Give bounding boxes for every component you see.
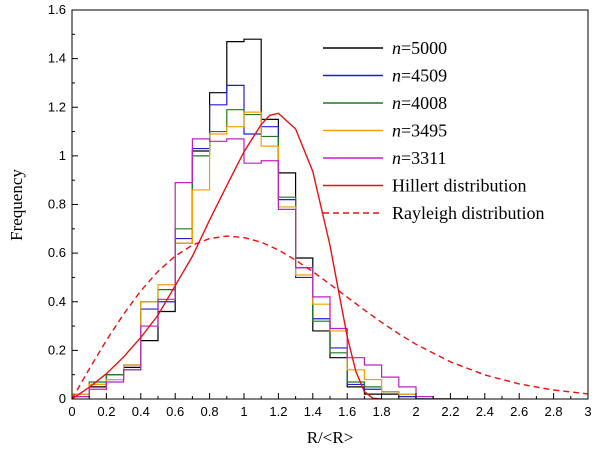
legend-variable: n [392,66,401,86]
legend-value: =3311 [401,148,446,168]
series-n-3495 [72,111,468,399]
y-tick-label: 0.4 [48,294,66,309]
x-tick-label: 1 [240,404,247,419]
x-tick-label: 2.6 [510,404,528,419]
legend-entry-n-3495: n=3495 [392,121,447,141]
y-axis-label: Frequency [7,169,26,241]
legend-variable: n [392,121,401,141]
x-tick-label: 0.8 [201,404,219,419]
legend-entry-rayleigh-distribution: Rayleigh distribution [392,203,545,223]
x-tick-label: 0.6 [166,404,184,419]
x-tick-label: 0.4 [132,404,150,419]
x-tick-label: 2.4 [476,404,494,419]
legend-entry-n-4509: n=4509 [392,66,447,86]
legend-entry-n-3311: n=3311 [392,148,446,168]
x-tick-label: 2.2 [441,404,459,419]
x-tick-label: 1.6 [338,404,356,419]
axis-layer: 0 0.2 0.4 0.6 0.8 1 1.2 1.4 1.6 1.8 2 2.2 2.4 2.6 2.8 3… [48,2,592,419]
x-tick-label: 3 [584,404,591,419]
series-n-5000 [72,38,468,399]
x-tick-label: 1.8 [373,404,391,419]
legend-value: =4509 [401,66,447,86]
y-tick-label: 0 [59,391,66,406]
legend-value: =5000 [401,38,447,58]
legend-value: =3495 [401,121,447,141]
series-rayleigh-distribution [72,235,588,399]
legend-variable: n [392,38,401,58]
y-tick-label: 1.6 [48,2,66,17]
series-hillert-distribution [72,112,382,399]
y-tick-label: 0.6 [48,245,66,260]
y-tick-label: 1 [59,148,66,163]
y-tick-label: 1.2 [48,99,66,114]
x-tick-label: 2.8 [545,404,563,419]
series-layer [72,38,588,399]
x-tick-label: 1.4 [304,404,322,419]
x-tick-label: 0.2 [97,404,115,419]
legend-variable: n [392,148,401,168]
series-n-3311 [72,138,468,399]
y-tick-label: 0.8 [48,197,66,212]
legend-variable: n [392,93,401,113]
legend-entry-n-4008: n=4008 [392,93,447,113]
x-tick-label: 2 [412,404,419,419]
legend-entry-hillert-distribution: Hillert distribution [392,176,527,196]
x-axis-label: R/<R> [307,428,354,447]
legend-value: =4008 [401,93,447,113]
x-tick-label: 1.2 [269,404,287,419]
legend-entry-n-5000: n=5000 [392,38,447,58]
y-tick-label: 1.4 [48,51,66,66]
x-tick-label: 0 [68,404,75,419]
y-tick-label: 0.2 [48,342,66,357]
